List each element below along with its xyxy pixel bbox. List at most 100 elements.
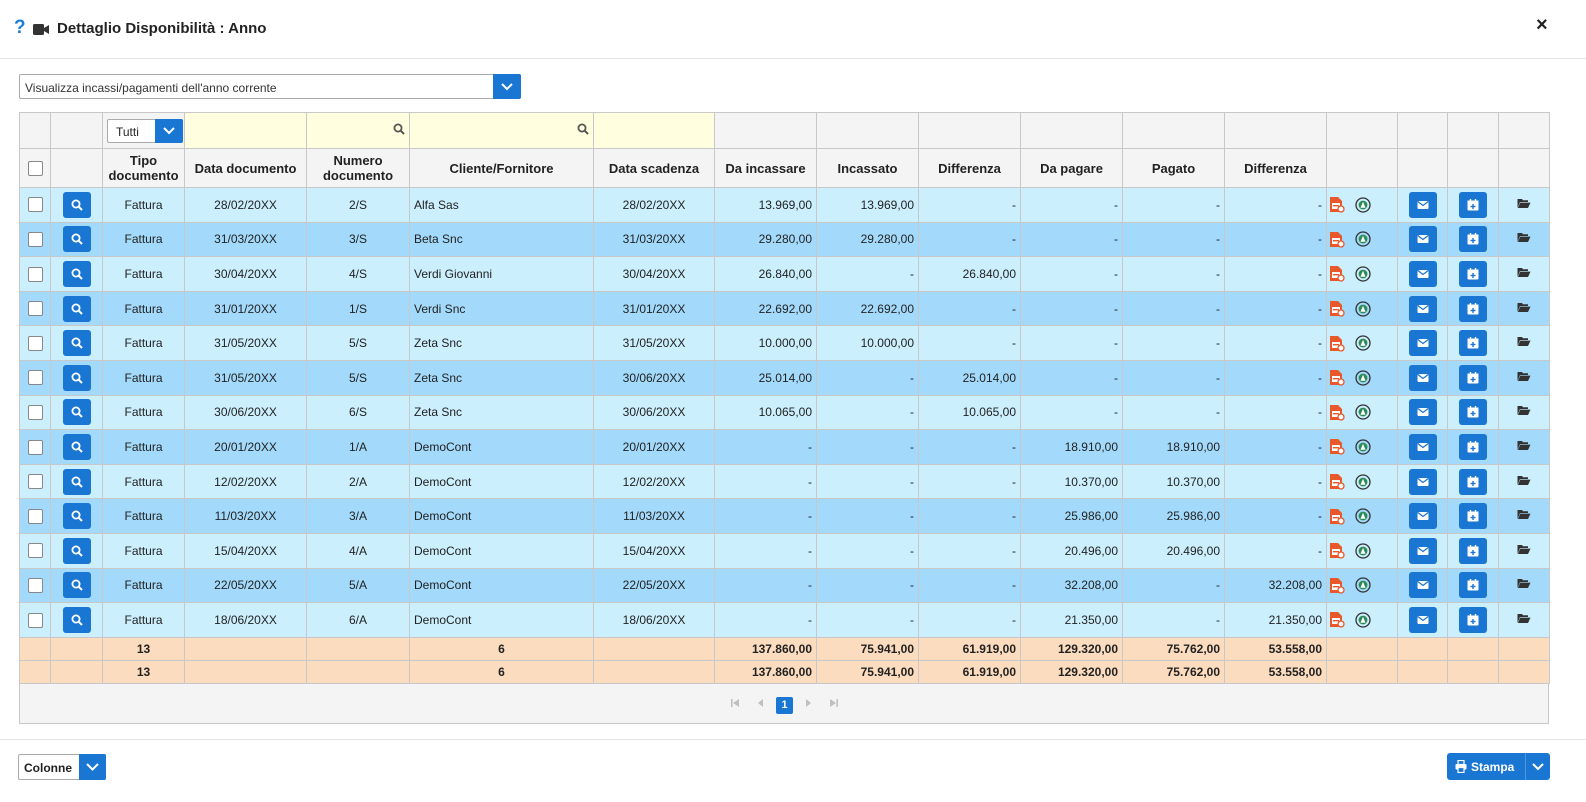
agenzia-entrate-icon[interactable] <box>1355 197 1371 213</box>
agenzia-entrate-icon[interactable] <box>1355 335 1371 351</box>
pdf-file-icon[interactable] <box>1329 404 1345 421</box>
view-document-button[interactable] <box>62 606 91 633</box>
folder-open-icon[interactable] <box>1517 578 1531 589</box>
view-document-button[interactable] <box>62 191 91 218</box>
col-tipo-documento[interactable]: Tipo documento <box>102 148 185 188</box>
chevron-down-icon[interactable] <box>1529 759 1547 774</box>
col-pagato[interactable]: Pagato <box>1122 148 1225 188</box>
table-row[interactable]: Fattura 15/04/20XX 4/A DemoCont 15/04/20XX - -… <box>19 532 1550 569</box>
view-document-button[interactable] <box>62 503 91 530</box>
select-all-checkbox[interactable] <box>27 161 43 177</box>
next-page-icon[interactable] <box>803 698 813 708</box>
numero-filter-input[interactable] <box>306 112 410 149</box>
pdf-file-icon[interactable] <box>1329 577 1345 594</box>
send-email-button[interactable] <box>1408 330 1437 357</box>
agenzia-entrate-icon[interactable] <box>1355 404 1371 421</box>
agenzia-entrate-icon[interactable] <box>1355 370 1371 386</box>
send-email-button[interactable] <box>1408 191 1437 218</box>
agenzia-entrate-icon[interactable] <box>1355 266 1371 282</box>
pdf-file-icon[interactable] <box>1329 369 1345 386</box>
col-data-scadenza[interactable]: Data scadenza <box>593 148 715 188</box>
row-checkbox[interactable] <box>27 197 43 213</box>
colonne-toggle[interactable] <box>79 754 106 780</box>
col-numero-documento[interactable]: Numero documento <box>306 148 410 188</box>
folder-open-icon[interactable] <box>1517 544 1531 555</box>
folder-open-icon[interactable] <box>1517 371 1531 382</box>
add-calendar-button[interactable] <box>1459 295 1487 322</box>
table-row[interactable]: Fattura 28/02/20XX 2/S Alfa Sas 28/02/20XX 13… <box>19 187 1550 223</box>
colonne-dropdown[interactable]: Colonne <box>18 754 106 780</box>
folder-open-icon[interactable] <box>1517 509 1531 520</box>
folder-open-icon[interactable] <box>1517 198 1531 209</box>
agenzia-entrate-icon[interactable] <box>1355 439 1371 455</box>
send-email-button[interactable] <box>1408 260 1437 287</box>
view-document-button[interactable] <box>62 433 91 460</box>
table-row[interactable]: Fattura 31/03/20XX 3/S Beta Snc 31/03/20XX 29… <box>19 221 1550 258</box>
agenzia-entrate-icon[interactable] <box>1355 508 1371 524</box>
pdf-file-icon[interactable] <box>1329 196 1345 213</box>
pdf-file-icon[interactable] <box>1329 265 1345 283</box>
row-checkbox[interactable] <box>27 577 43 593</box>
pdf-file-icon[interactable] <box>1329 438 1345 456</box>
table-row[interactable]: Fattura 18/06/20XX 6/A DemoCont 18/06/20XX - -… <box>19 602 1550 638</box>
col-da-incassare[interactable]: Da incassare <box>714 148 817 188</box>
folder-open-icon[interactable] <box>1517 440 1531 451</box>
row-checkbox[interactable] <box>27 508 43 524</box>
add-calendar-button[interactable] <box>1459 364 1487 391</box>
folder-open-icon[interactable] <box>1517 232 1531 243</box>
folder-open-icon[interactable] <box>1517 336 1531 347</box>
view-document-button[interactable] <box>62 399 91 426</box>
row-checkbox[interactable] <box>27 301 43 317</box>
row-checkbox[interactable] <box>27 612 43 628</box>
agenzia-entrate-icon[interactable] <box>1355 473 1371 490</box>
table-row[interactable]: Fattura 31/05/20XX 5/S Zeta Snc 31/05/20XX 10… <box>19 325 1550 361</box>
pdf-file-icon[interactable] <box>1329 611 1345 629</box>
add-calendar-button[interactable] <box>1459 503 1487 530</box>
last-page-icon[interactable] <box>829 698 839 708</box>
view-document-button[interactable] <box>62 364 91 391</box>
add-calendar-button[interactable] <box>1459 330 1487 357</box>
col-differenza-pagamenti[interactable]: Differenza <box>1224 148 1327 188</box>
data-scadenza-filter-input[interactable] <box>593 112 715 149</box>
folder-open-icon[interactable] <box>1517 613 1531 624</box>
table-row[interactable]: Fattura 12/02/20XX 2/A DemoCont 12/02/20XX - -… <box>19 463 1550 500</box>
col-da-pagare[interactable]: Da pagare <box>1020 148 1123 188</box>
pdf-file-icon[interactable] <box>1329 542 1345 559</box>
row-checkbox[interactable] <box>27 405 43 421</box>
table-row[interactable]: Fattura 22/05/20XX 5/A DemoCont 22/05/20XX - -… <box>19 567 1550 604</box>
row-checkbox[interactable] <box>27 335 43 351</box>
row-checkbox[interactable] <box>27 232 43 248</box>
period-select-toggle[interactable] <box>493 74 521 99</box>
view-document-button[interactable] <box>62 260 91 287</box>
col-cliente-fornitore[interactable]: Cliente/Fornitore <box>409 148 594 188</box>
help-icon[interactable]: ? <box>14 17 26 38</box>
table-row[interactable]: Fattura 11/03/20XX 3/A DemoCont 11/03/20XX - -… <box>19 498 1550 534</box>
pdf-file-icon[interactable] <box>1329 335 1345 352</box>
col-data-documento[interactable]: Data documento <box>184 148 307 188</box>
first-page-icon[interactable] <box>730 698 740 708</box>
row-checkbox[interactable] <box>27 474 43 490</box>
table-row[interactable]: Fattura 20/01/20XX 1/A DemoCont 20/01/20XX - -… <box>19 429 1550 465</box>
col-differenza-incassi[interactable]: Differenza <box>918 148 1021 188</box>
add-calendar-button[interactable] <box>1459 191 1487 218</box>
send-email-button[interactable] <box>1408 295 1437 322</box>
add-calendar-button[interactable] <box>1459 537 1487 564</box>
current-page[interactable]: 1 <box>776 697 793 714</box>
folder-open-icon[interactable] <box>1517 302 1531 313</box>
send-email-button[interactable] <box>1408 606 1437 633</box>
add-calendar-button[interactable] <box>1459 399 1487 426</box>
stampa-button[interactable]: Stampa <box>1447 753 1550 780</box>
view-document-button[interactable] <box>62 330 91 357</box>
send-email-button[interactable] <box>1408 364 1437 391</box>
row-checkbox[interactable] <box>27 543 43 559</box>
agenzia-entrate-icon[interactable] <box>1355 300 1371 317</box>
table-row[interactable]: Fattura 30/04/20XX 4/S Verdi Giovanni 30/04/… <box>19 256 1550 292</box>
cliente-filter-input[interactable] <box>409 112 594 149</box>
period-select[interactable]: Visualizza incassi/pagamenti dell'anno c… <box>19 74 521 99</box>
agenzia-entrate-icon[interactable] <box>1355 577 1371 593</box>
agenzia-entrate-icon[interactable] <box>1355 231 1371 248</box>
row-checkbox[interactable] <box>27 266 43 282</box>
add-calendar-button[interactable] <box>1459 433 1487 460</box>
send-email-button[interactable] <box>1408 537 1437 564</box>
row-checkbox[interactable] <box>27 439 43 455</box>
